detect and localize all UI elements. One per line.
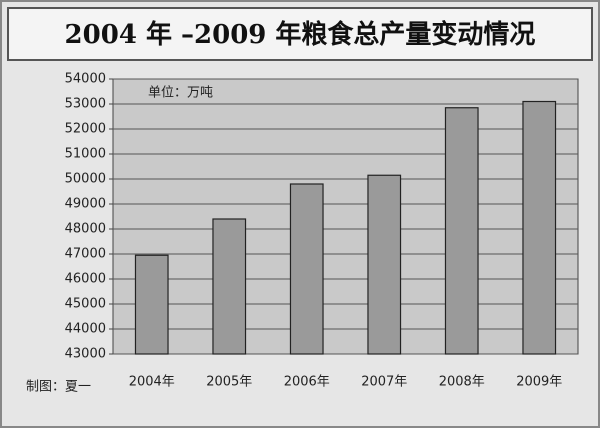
x-tick-label: 2006年 [284, 375, 330, 390]
y-tick-label: 51000 [65, 147, 106, 162]
title-box [7, 7, 593, 61]
y-tick-label: 50000 [65, 172, 106, 187]
bar [134, 254, 169, 355]
x-tick-label: 2004年 [129, 375, 175, 390]
plot-area [112, 78, 579, 355]
bar [212, 218, 247, 355]
bar [367, 174, 402, 355]
x-tick-label: 2005年 [206, 375, 252, 390]
y-tick-label: 44000 [65, 322, 106, 337]
bar [289, 183, 324, 355]
x-tick-label: 2009年 [516, 375, 562, 390]
x-tick-label: 2007年 [361, 375, 407, 390]
y-tick-label: 54000 [65, 72, 106, 87]
bar [522, 100, 557, 355]
x-tick-label: 2008年 [439, 375, 485, 390]
credit: 制图：夏一 [26, 380, 91, 395]
y-tick-label: 46000 [65, 272, 106, 287]
y-tick-label: 47000 [65, 247, 106, 262]
y-tick-label: 53000 [65, 97, 106, 112]
y-tick-label: 43000 [65, 347, 106, 362]
y-tick-label: 45000 [65, 297, 106, 312]
y-tick-label: 48000 [65, 222, 106, 237]
chart-title: 2004 年 –2009 年粮食总产量变动情况 [65, 19, 536, 50]
y-tick-label: 52000 [65, 122, 106, 137]
bar [444, 107, 479, 355]
y-tick-label: 49000 [65, 197, 106, 212]
unit-note: 单位：万吨 [148, 86, 213, 101]
